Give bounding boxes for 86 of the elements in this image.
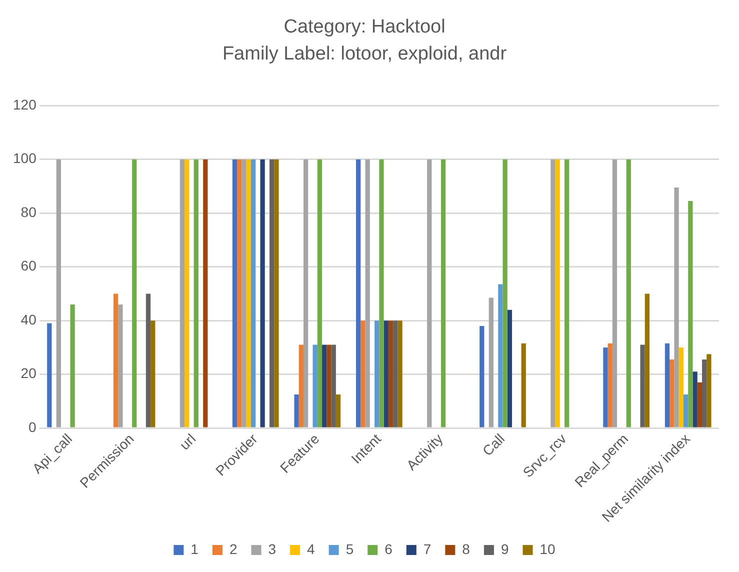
y-tick-label: 120: [13, 96, 37, 112]
bar: [498, 284, 503, 428]
bar: [678, 347, 684, 428]
bar: [246, 159, 251, 428]
legend-label: 9: [500, 540, 509, 557]
bar: [612, 159, 618, 428]
bar: [706, 354, 712, 428]
bar: [180, 159, 185, 428]
bar: [674, 188, 679, 428]
bar: [336, 394, 341, 428]
y-tick-label: 40: [20, 311, 37, 328]
bar: [312, 344, 318, 428]
bar: [664, 343, 670, 428]
bar: [670, 360, 674, 428]
bar: [70, 304, 75, 428]
legend-label: 6: [384, 540, 393, 557]
bar: [47, 323, 52, 428]
y-tick-label: 20: [20, 365, 37, 382]
bar: [521, 343, 526, 428]
legend-label: 10: [540, 540, 556, 557]
bar: [683, 394, 688, 428]
bar: [488, 298, 494, 428]
bar: [388, 320, 394, 428]
bar: [398, 320, 402, 428]
bar: [702, 360, 707, 428]
legend-label: 8: [462, 540, 470, 557]
bar: [270, 159, 274, 428]
bar: [374, 320, 380, 428]
chart-subtitle: Family Label: lotoor, exploid, andr: [222, 43, 508, 64]
bar: [146, 294, 151, 428]
bar: [384, 320, 388, 428]
bar: [203, 159, 208, 428]
legend-label: 4: [307, 540, 316, 557]
legend-label: 5: [346, 540, 354, 557]
bar: [564, 159, 570, 428]
bar: [608, 343, 612, 428]
bar: [603, 347, 608, 428]
bar: [555, 159, 560, 428]
bar: [242, 159, 246, 428]
bar: [692, 372, 698, 428]
legend-label: 7: [423, 540, 432, 557]
bar: [114, 294, 118, 428]
legend-label: 3: [268, 540, 276, 557]
bar: [502, 159, 508, 428]
bar: [274, 159, 279, 428]
bar: [379, 159, 384, 428]
bar: [184, 159, 190, 428]
legend-label: 1: [190, 540, 199, 557]
bar: [194, 159, 198, 428]
bar: [626, 159, 631, 428]
bar: [331, 344, 336, 428]
bar: [303, 159, 308, 428]
x-tick-label: url: [176, 430, 199, 453]
bar: [644, 294, 650, 428]
bar: [298, 344, 304, 428]
bar: [250, 159, 256, 428]
bar: [260, 159, 265, 428]
bar: [688, 200, 693, 428]
bar: [440, 159, 446, 428]
bar: [427, 159, 432, 428]
bar: [294, 394, 299, 428]
y-tick-label: 80: [20, 204, 37, 220]
y-tick-label: 60: [20, 258, 37, 274]
y-tick-label: 100: [13, 150, 37, 166]
bar: [507, 310, 512, 428]
chart-title: Category: Hacktool: [284, 16, 446, 38]
bar: [360, 320, 366, 428]
bar: [132, 159, 137, 428]
bar: [697, 382, 702, 428]
bar: [480, 326, 484, 428]
bar: [118, 304, 123, 428]
bar: [322, 344, 327, 428]
bar: [550, 159, 556, 428]
bar: [56, 159, 61, 428]
bar: [237, 159, 242, 428]
bar: [326, 344, 332, 428]
bar: [356, 159, 361, 428]
bar: [393, 320, 398, 428]
x-tick-label: Call: [479, 430, 508, 459]
bar: [317, 159, 322, 428]
bar: [640, 344, 645, 428]
bar: [150, 320, 156, 428]
bar: [232, 159, 238, 428]
legend-label: 2: [229, 540, 238, 557]
bar: [365, 159, 370, 428]
y-tick-label: 0: [28, 418, 37, 435]
